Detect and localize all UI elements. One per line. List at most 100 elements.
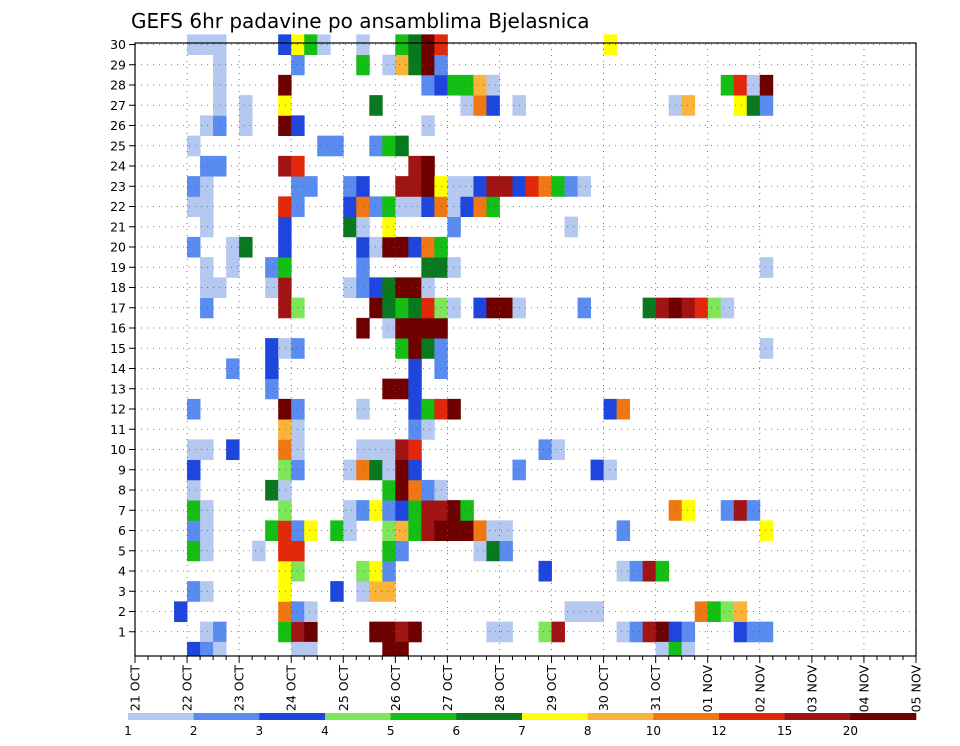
heatmap-cell: [395, 540, 409, 562]
heatmap-cell: [278, 216, 292, 238]
heatmap-cell: [369, 277, 383, 299]
heatmap-cell: [382, 216, 396, 238]
heatmap-cell: [421, 419, 435, 440]
heatmap-cell: [408, 34, 422, 56]
heatmap-cell: [408, 621, 422, 643]
heatmap-cell: [447, 257, 461, 278]
legend-label: 15: [777, 724, 792, 738]
heatmap-cell: [265, 358, 279, 380]
y-tick-label: 4: [118, 564, 126, 579]
legend-swatch: [456, 713, 523, 720]
heatmap-cell: [460, 95, 474, 116]
heatmap-cell: [239, 115, 253, 137]
heatmap-cell: [681, 297, 696, 319]
heatmap-cell: [694, 297, 709, 319]
heatmap-cell: [200, 581, 214, 602]
legend-label: 4: [321, 724, 329, 738]
heatmap-cell: [213, 641, 227, 657]
heatmap-cell: [382, 479, 396, 501]
heatmap-cell: [265, 378, 279, 400]
heatmap-cell: [447, 176, 461, 197]
heatmap-cell: [382, 236, 396, 258]
heatmap-cell: [369, 459, 383, 481]
x-tick-label: 30 OCT: [596, 665, 611, 711]
heatmap-cell: [473, 520, 487, 542]
legend-swatch: [719, 713, 785, 720]
heatmap-cell: [395, 378, 409, 400]
y-tick-label: 27: [110, 98, 126, 113]
heatmap-cell: [356, 176, 370, 197]
heatmap-cell: [642, 560, 657, 582]
heatmap-cell: [655, 641, 670, 657]
heatmap-cell: [616, 560, 631, 582]
heatmap-cell: [421, 74, 435, 96]
heatmap-cell: [382, 317, 396, 339]
heatmap-cell: [226, 236, 240, 258]
heatmap-cell: [499, 176, 513, 197]
heatmap-cell: [486, 176, 500, 197]
heatmap-cell: [421, 196, 435, 218]
heatmap-cell: [304, 34, 318, 56]
y-tick-label: 12: [110, 402, 126, 417]
y-tick-label: 9: [118, 462, 126, 477]
heatmap-cell: [278, 338, 292, 359]
heatmap-cell: [681, 621, 696, 643]
heatmap-cell: [278, 236, 292, 258]
heatmap-cell: [200, 621, 214, 643]
heatmap-cell: [278, 459, 292, 481]
heatmap-cell: [187, 398, 201, 420]
heatmap-cell: [200, 196, 214, 218]
heatmap-cell: [395, 176, 409, 197]
heatmap-cell: [655, 297, 670, 319]
heatmap-cell: [356, 560, 370, 582]
x-tick-label: 24 OCT: [284, 665, 299, 711]
y-tick-label: 3: [118, 584, 126, 599]
heatmap-cell: [200, 520, 214, 542]
y-tick-label: 29: [110, 57, 126, 72]
heatmap-cell: [525, 176, 539, 197]
heatmap-cell: [239, 95, 253, 116]
heatmap-cell: [200, 540, 214, 562]
heatmap-cell: [200, 34, 214, 56]
heatmap-cell: [629, 621, 644, 643]
x-tick-label: 26 OCT: [388, 665, 403, 711]
heatmap-cell: [408, 459, 422, 481]
heatmap-cell: [395, 277, 409, 299]
heatmap-cell: [499, 520, 513, 542]
y-tick-label: 15: [110, 341, 126, 356]
heatmap-cell: [421, 297, 435, 319]
y-tick-label: 6: [118, 523, 126, 538]
x-tick-label: 22 OCT: [180, 665, 195, 711]
x-axis: 21 OCT 22 OCT 23 OCT 24 OCT 25 OCT 26 OCT 27 O…: [128, 656, 924, 712]
heatmap-cell: [330, 520, 344, 542]
heatmap-cell: [447, 398, 461, 420]
heatmap-cell: [278, 621, 292, 643]
heatmap-cell: [486, 540, 500, 562]
heatmap-cell: [395, 621, 409, 643]
heatmap-cell: [707, 297, 722, 319]
heatmap-cell: [551, 439, 565, 461]
x-tick-label: 04 NOV: [856, 665, 871, 713]
heatmap-cell: [642, 297, 657, 319]
chart-title: GEFS 6hr padavine po ansamblima Bjelasni…: [131, 9, 590, 33]
heatmap-cell: [278, 479, 292, 501]
heatmap-cell: [408, 479, 422, 501]
heatmap-cell: [421, 236, 435, 258]
heatmap-cell: [369, 196, 383, 218]
x-tick-label: 02 NOV: [752, 665, 767, 713]
heatmap-cell: [278, 277, 292, 299]
heatmap-cell: [369, 500, 383, 521]
heatmap-cell: [265, 479, 279, 501]
heatmap-cell: [356, 216, 370, 238]
heatmap-cell: [278, 520, 292, 542]
heatmap-cell: [343, 216, 357, 238]
heatmap-cell: [356, 54, 370, 76]
heatmap-cell: [538, 439, 552, 461]
heatmap-cell: [603, 459, 618, 481]
heatmap-cell: [200, 297, 214, 319]
heatmap-cell: [343, 500, 357, 521]
heatmap-cell: [343, 277, 357, 299]
heatmap-cell: [200, 641, 214, 657]
legend-swatch: [390, 713, 457, 720]
heatmap-cell: [382, 500, 396, 521]
